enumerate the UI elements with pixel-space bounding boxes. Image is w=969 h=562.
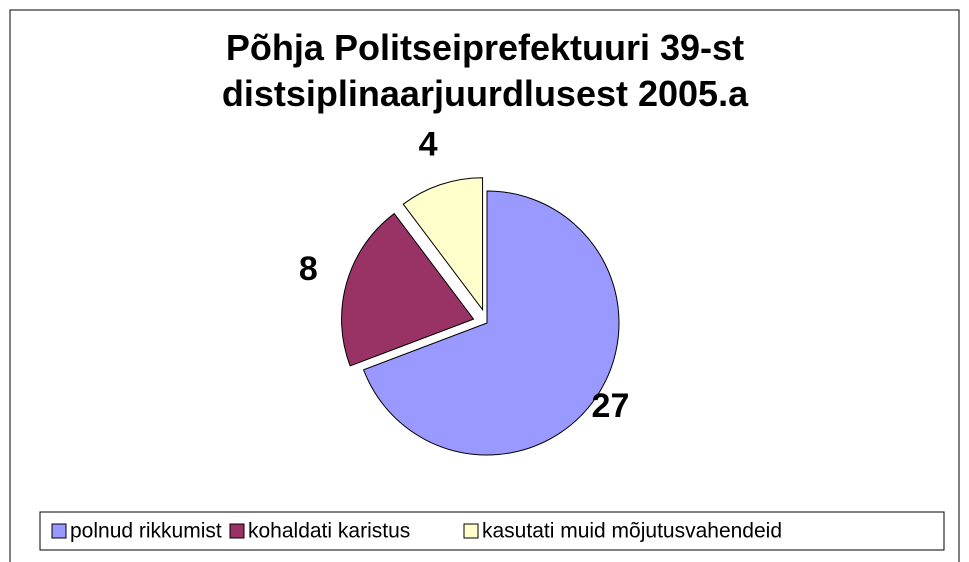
data-label: 4 [419, 126, 438, 164]
legend [39, 511, 945, 551]
legend-label: kasutati muid mõjutusvahendeid [482, 520, 782, 543]
data-label: 8 [299, 250, 318, 288]
pie-slice [402, 177, 484, 312]
chart-frame [9, 9, 960, 562]
pie-slice [341, 212, 475, 367]
legend-swatch [463, 523, 479, 539]
chart-title: Põhja Politseiprefektuuri 39-st distsipli… [222, 27, 749, 114]
legend-swatch [229, 523, 245, 539]
pie-slice [362, 190, 620, 456]
legend-swatch [51, 523, 67, 539]
data-label: 27 [592, 387, 630, 425]
legend-label: polnud rikkumist [70, 520, 222, 543]
legend-label: kohaldati karistus [248, 520, 410, 543]
